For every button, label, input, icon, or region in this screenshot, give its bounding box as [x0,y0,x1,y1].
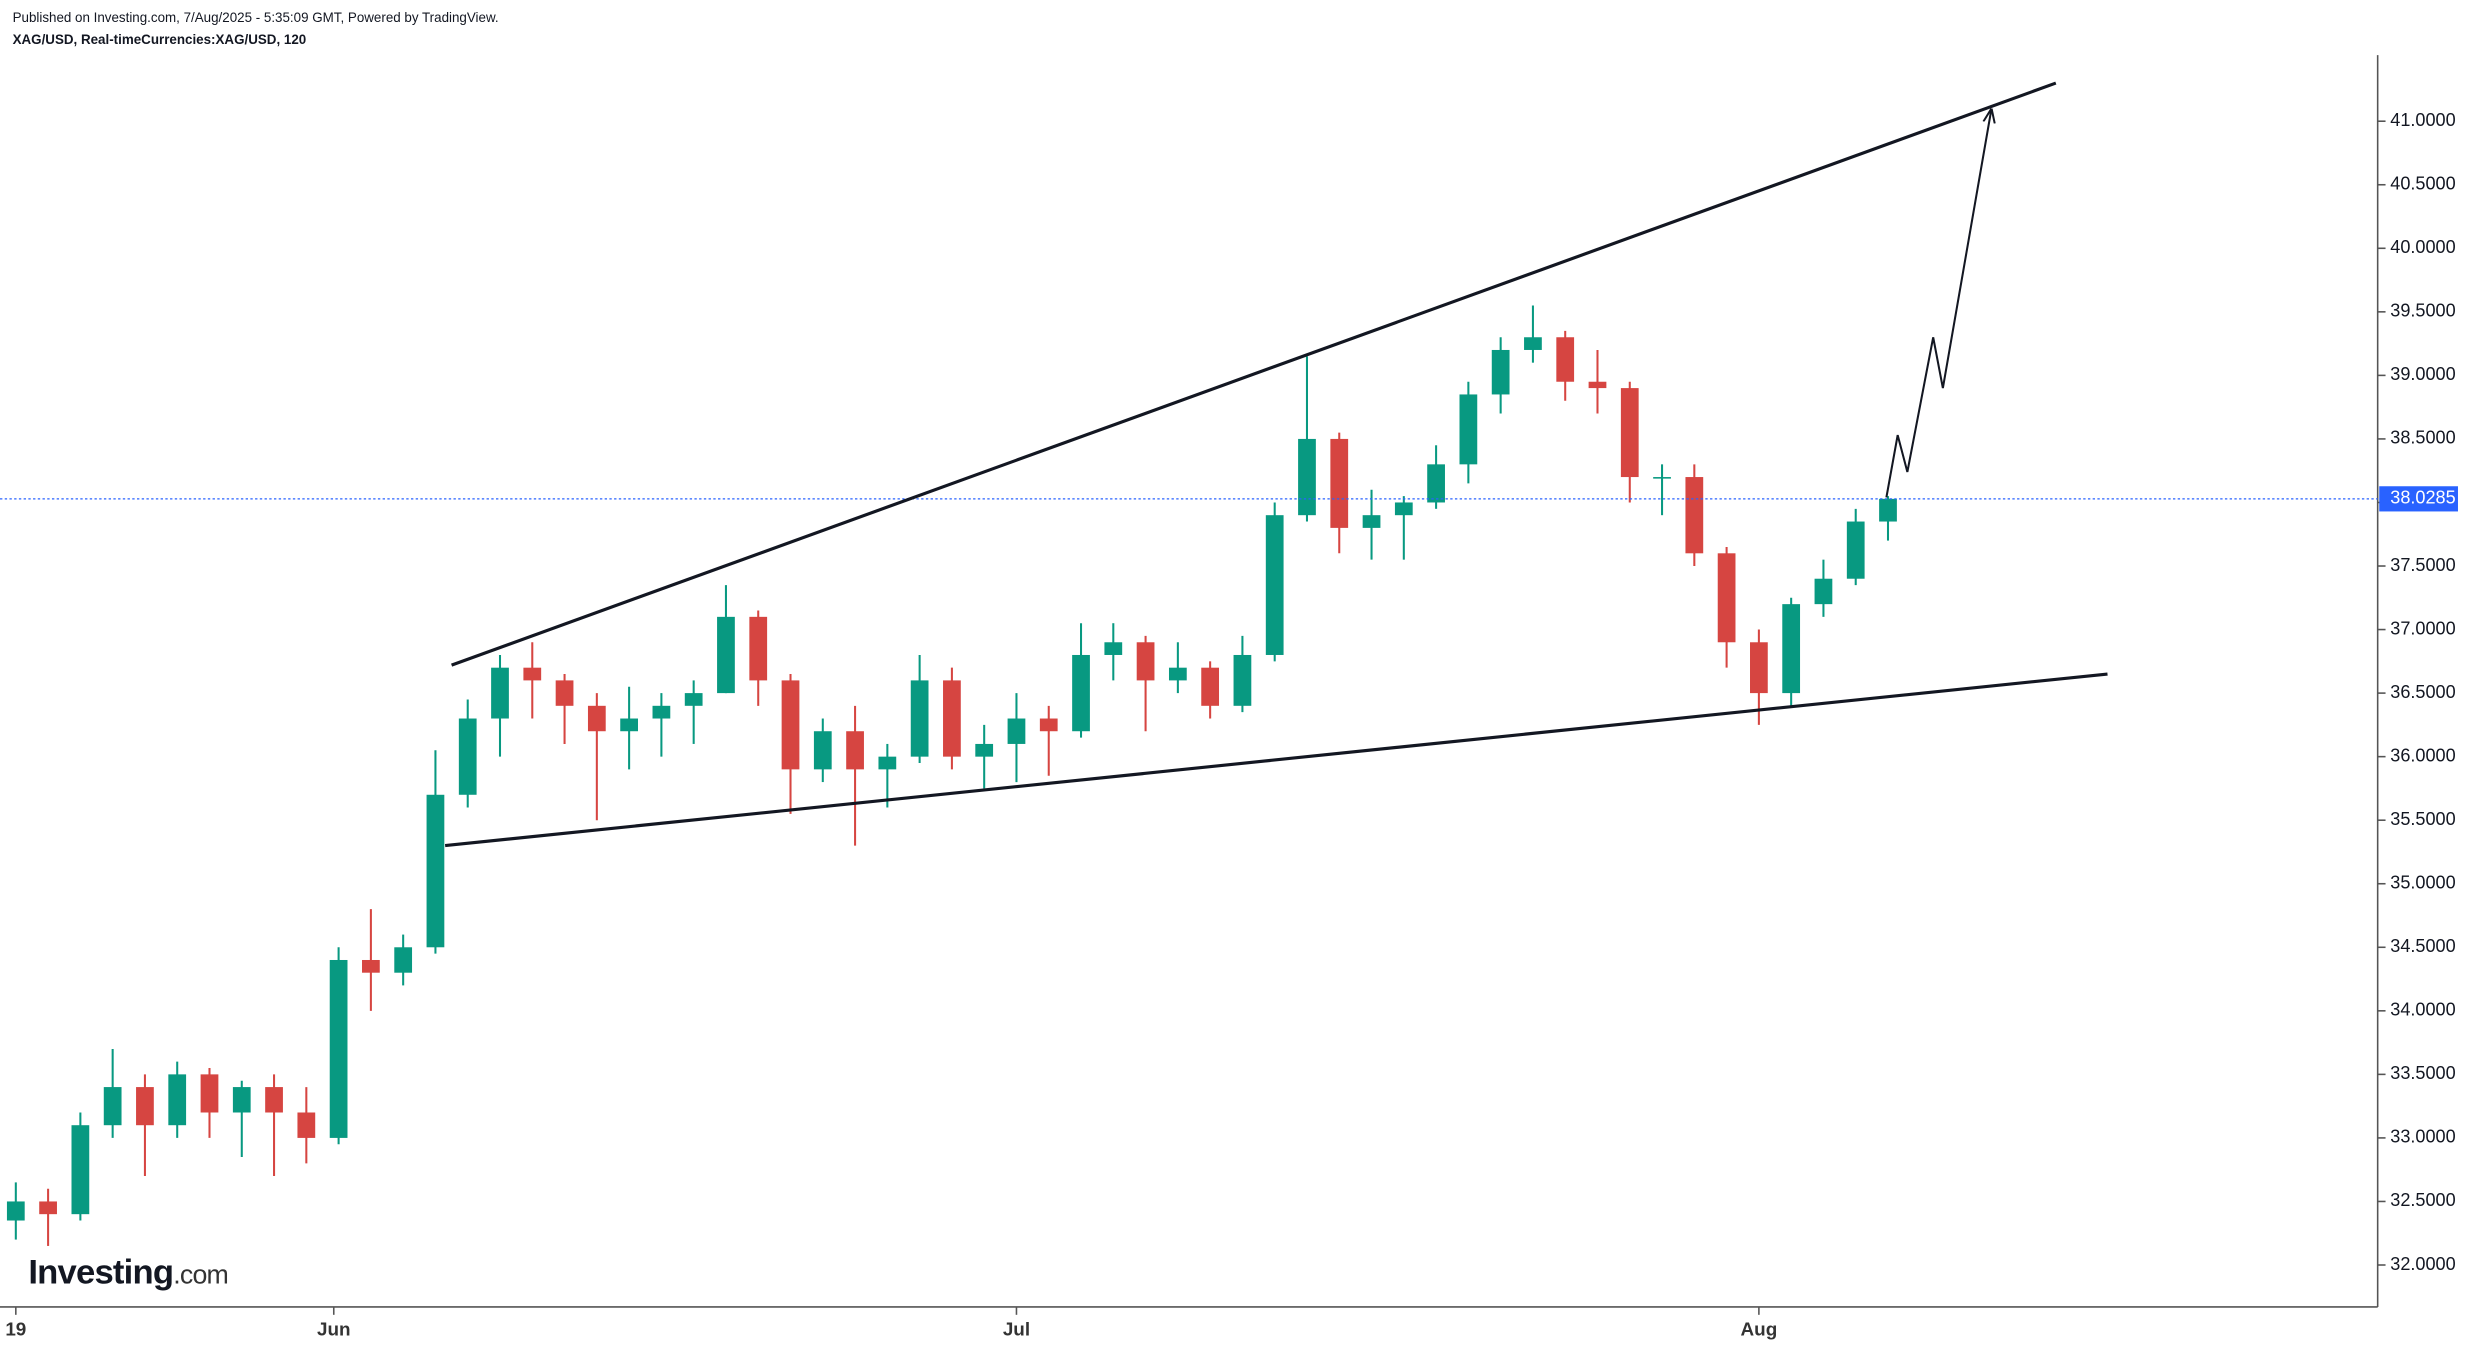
candle-body [1104,642,1123,655]
candle-body [1265,515,1284,655]
y-tick-label: 37.5000 [2390,555,2455,575]
candle-body [620,718,638,732]
y-tick-label: 35.5000 [2390,809,2455,829]
candle-body [458,718,477,795]
x-tick-label: Jul [1003,1319,1030,1340]
y-tick-label: 33.0000 [2390,1127,2455,1147]
candle-body [1620,388,1639,478]
x-tick-label: Jun [317,1319,351,1340]
candle-body [1072,654,1090,732]
published-note: Published on Investing.com, 7/Aug/2025 -… [13,10,499,25]
candle-body [1330,438,1349,528]
candle-body [1201,667,1220,706]
trend-line [444,672,2108,848]
candle-body [362,959,380,973]
candle-body [1136,642,1155,681]
candle-body [555,680,574,706]
candle-body [232,1087,251,1113]
candle-body [297,1112,316,1138]
x-tick-label: Aug [1741,1319,1778,1340]
candle-body [1879,498,1897,522]
candle-body [168,1074,187,1126]
candle-body [1588,381,1607,389]
candle-body [394,947,413,973]
plot-area [6,305,1897,1246]
candle-body [1459,394,1478,465]
logo-suffix: .com [173,1259,228,1289]
candle-body [329,959,348,1138]
symbol-title: XAG/USD, Real-timeCurrencies:XAG/USD, 12… [13,32,307,47]
candle-body [846,731,864,770]
candle-body [717,616,735,694]
candle-body [975,743,994,757]
candle-body [943,680,961,757]
candle-body [652,705,671,719]
trend-line [451,81,2057,667]
candle-body [1556,337,1575,382]
y-tick-label: 40.0000 [2390,237,2455,257]
candle-body [587,705,606,732]
y-tick-label: 36.5000 [2390,682,2455,702]
candle-body [1168,667,1187,681]
projection-arrow [1885,110,1991,498]
y-tick-label: 39.5000 [2390,301,2455,321]
candle-body [200,1074,219,1113]
candle-body [1653,477,1671,479]
candle-body [1491,349,1510,395]
candle-body [1717,553,1736,643]
logo: Investing.com [28,1253,228,1291]
candle-body [781,680,800,770]
y-tick-label: 41.0000 [2390,110,2455,130]
y-tick-label: 32.5000 [2390,1190,2455,1210]
candle-body [1814,578,1833,605]
candle-body [491,667,509,719]
y-tick-label: 35.0000 [2390,873,2455,893]
candle-body [1039,718,1058,732]
candle-body [910,680,929,757]
candle-body [71,1125,90,1215]
candle-body [878,756,897,770]
y-tick-label: 38.5000 [2390,428,2455,448]
last-price-box [2379,486,2458,512]
candle-body [1427,464,1445,503]
candle-body [749,616,768,681]
logo-brand: Investing [28,1253,173,1291]
candle-body [1846,521,1865,579]
y-tick-label: 34.0000 [2390,1000,2455,1020]
y-tick-label: 37.0000 [2390,618,2455,638]
y-tick-label: 33.5000 [2390,1063,2455,1083]
candle-body [1750,642,1768,694]
y-tick-label: 40.5000 [2390,174,2455,194]
y-tick-label: 36.0000 [2390,745,2455,765]
candle-body [136,1087,154,1126]
candle-body [6,1201,25,1221]
candle-body [1233,654,1252,706]
last-price-label: 38.0285 [2390,488,2455,508]
candle-body [523,667,542,681]
candle-body [426,794,445,948]
y-tick-label: 39.0000 [2390,364,2455,384]
y-tick-label: 32.0000 [2390,1254,2455,1274]
candle-body [1524,337,1542,350]
y-tick-label: 34.5000 [2390,936,2455,956]
candle-body [1685,477,1704,554]
candle-body [265,1087,283,1113]
candle-body [1782,604,1801,694]
candle-body [1007,718,1026,744]
candle-body [39,1201,57,1215]
candle-body [1362,515,1381,528]
candle-body [813,731,832,770]
candle-body [1298,438,1316,516]
candle-body [1394,502,1413,516]
x-tick-label: 19 [5,1319,26,1340]
candle-body [684,693,703,706]
candle-body [103,1087,122,1126]
